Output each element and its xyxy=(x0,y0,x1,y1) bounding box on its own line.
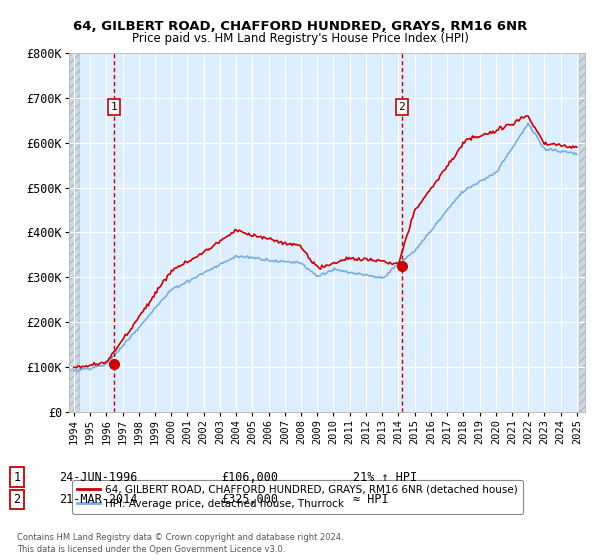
Text: 24-JUN-1996: 24-JUN-1996 xyxy=(59,470,137,484)
Bar xyxy=(578,53,585,412)
Legend: 64, GILBERT ROAD, CHAFFORD HUNDRED, GRAYS, RM16 6NR (detached house), HPI: Avera: 64, GILBERT ROAD, CHAFFORD HUNDRED, GRAY… xyxy=(71,479,523,514)
Text: 2: 2 xyxy=(398,102,406,112)
Text: Price paid vs. HM Land Registry's House Price Index (HPI): Price paid vs. HM Land Registry's House … xyxy=(131,32,469,45)
Text: 1: 1 xyxy=(13,470,20,484)
Bar xyxy=(69,53,79,412)
Text: £106,000: £106,000 xyxy=(221,470,278,484)
Text: £325,000: £325,000 xyxy=(221,493,278,506)
Text: 1: 1 xyxy=(111,102,118,112)
Text: 21-MAR-2014: 21-MAR-2014 xyxy=(59,493,137,506)
Text: 21% ↑ HPI: 21% ↑ HPI xyxy=(353,470,417,484)
Text: Contains HM Land Registry data © Crown copyright and database right 2024.
This d: Contains HM Land Registry data © Crown c… xyxy=(17,533,343,554)
Text: 64, GILBERT ROAD, CHAFFORD HUNDRED, GRAYS, RM16 6NR: 64, GILBERT ROAD, CHAFFORD HUNDRED, GRAY… xyxy=(73,20,527,32)
Text: ≈ HPI: ≈ HPI xyxy=(353,493,388,506)
Text: 2: 2 xyxy=(13,493,20,506)
